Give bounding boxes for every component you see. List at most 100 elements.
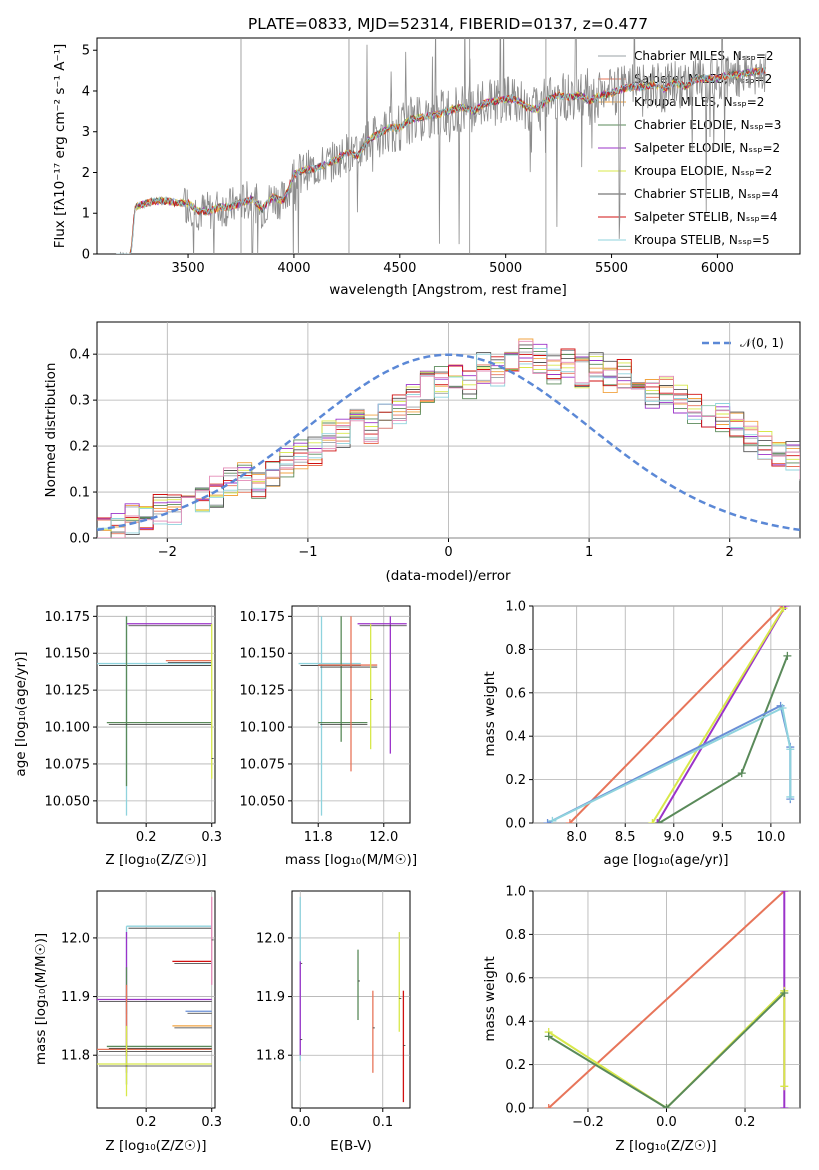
spectrum-xlabel: wavelength [Angstrom, rest frame] [329, 282, 567, 298]
spectrum-panel: wavelength [Angstrom, rest frame] Flux [… [52, 37, 801, 298]
weight-vs-age-marker [786, 792, 795, 801]
weight-vs-age-marker [543, 819, 552, 823]
mass-vs-Z-ytick-label: 11.9 [61, 990, 90, 1005]
weight-vs-Z-line [548, 891, 785, 1108]
normal-curve [97, 353, 800, 532]
legend-normal-label: 𝒩(0, 1) [740, 336, 784, 350]
weight-vs-age-ytick-label: 0.6 [505, 686, 526, 701]
residual-hist-step [97, 347, 800, 534]
weight-vs-age-marker [786, 745, 795, 754]
weight-vs-age-ytick-label: 0.8 [505, 643, 526, 658]
residuals-ytick-label: 0.3 [69, 394, 90, 409]
age-vs-Z-panel: Z [log₁₀(Z/Z☉)] age [log₁₀(age/yr)] [13, 605, 216, 868]
age-vs-mass-frame [291, 605, 411, 824]
residual-hist-step [97, 348, 800, 531]
spectrum-data-line [115, 38, 767, 254]
weight-vs-Z-marker [544, 1104, 553, 1108]
age-vs-mass-ytick-label: 10.150 [240, 647, 286, 662]
spectrum-ytick-label: 3 [82, 125, 90, 140]
spectrum-lines [115, 38, 767, 254]
mass-vs-ebv-ytick-label: 12.0 [256, 931, 285, 946]
residuals-ytick-label: 0.4 [69, 348, 90, 363]
residuals-xtick-label: −1 [298, 545, 317, 560]
chart-title: PLATE=0833, MJD=52314, FIBERID=0137, z=0… [248, 15, 648, 33]
weight-vs-age-line [569, 606, 784, 823]
weight-vs-Z-xtick-label: 0.2 [735, 1115, 756, 1130]
spectrum-legend-label: Chabrier MILES, Nₛₛₚ=2 [634, 49, 774, 63]
residuals-ytick-label: 0.2 [69, 440, 90, 455]
mass-vs-Z-xtick-label: 0.2 [136, 1115, 157, 1130]
spectrum-xtick-label: 3500 [172, 261, 205, 276]
weight-vs-age-line [651, 607, 785, 823]
mass-vs-ebv-xlabel: E(B-V) [330, 1138, 372, 1154]
weight-vs-Z-marker [544, 1032, 553, 1041]
residual-hist-step [97, 340, 800, 538]
residuals-xlabel: (data-model)/error [385, 568, 511, 584]
age-vs-Z-frame [96, 605, 216, 824]
weight-vs-age-xtick-label: 9.5 [712, 830, 733, 845]
weight-vs-age-ytick-label: 1.0 [505, 600, 526, 615]
age-vs-Z-errorbars [97, 616, 214, 816]
age-vs-Z-ytick-label: 10.050 [45, 794, 91, 809]
age-vs-Z-ytick-label: 10.100 [45, 721, 91, 736]
weight-vs-Z-xtick-label: −0.2 [572, 1115, 604, 1130]
weight-vs-age-marker [737, 769, 746, 778]
weight-vs-Z-xtick-label: 0.0 [656, 1115, 677, 1130]
spectrum-legend-label: Salpeter STELIB, Nₛₛₚ=4 [634, 210, 778, 224]
mass-vs-Z-ytick-label: 12.0 [61, 931, 90, 946]
mass-vs-Z-ylabel: mass [log₁₀(M/M☉)] [33, 933, 49, 1065]
weight-vs-age-xtick-label: 9.0 [663, 830, 684, 845]
age-vs-Z-ytick-label: 10.150 [45, 647, 91, 662]
age-vs-mass-ytick-label: 10.100 [240, 721, 286, 736]
age-vs-Z-ytick-label: 10.075 [45, 757, 91, 772]
weight-vs-age-marker [783, 651, 792, 660]
age-vs-mass-axes: 11.8 12.0 10.050 10.075 10.100 10.125 10.150 10… [240, 606, 410, 845]
residual-hist-step [97, 348, 800, 538]
weight-vs-age-line [658, 655, 789, 823]
age-vs-mass-ytick-label: 10.175 [240, 610, 286, 625]
age-vs-mass-ytick-label: 10.125 [240, 684, 286, 699]
mass-vs-Z-xlabel: Z [log₁₀(Z/Z☉)] [105, 1138, 206, 1154]
weight-vs-Z-panel: Z [log₁₀(Z/Z☉)] mass weight [482, 890, 801, 1154]
spectrum-ytick-label: 2 [82, 166, 90, 181]
residual-hist-step [97, 338, 800, 531]
spectrum-xtick-label: 4500 [383, 261, 416, 276]
weight-vs-age-xtick-label: 10.0 [756, 830, 785, 845]
spectrum-xtick-label: 4000 [277, 261, 310, 276]
weight-vs-age-xtick-label: 8.0 [566, 830, 587, 845]
mass-vs-ebv-xtick-label: 0.1 [372, 1115, 393, 1130]
residuals-xtick-label: −2 [158, 545, 177, 560]
residuals-xtick-label: 1 [585, 545, 593, 560]
age-vs-Z-ylabel: age [log₁₀(age/yr)] [13, 651, 29, 776]
mass-vs-ebv-xtick-label: 0.0 [290, 1115, 311, 1130]
weight-vs-Z-ytick-label: 0.0 [505, 1102, 526, 1117]
spectrum-legend-label: Kroupa MILES, Nₛₛₚ=2 [634, 95, 764, 109]
weight-vs-age-line [551, 706, 792, 822]
spectrum-xtick-label: 5000 [489, 261, 522, 276]
weight-vs-Z-line [548, 992, 785, 1108]
mass-vs-Z-errorbars [97, 896, 214, 1097]
age-vs-mass-errorbars [298, 616, 407, 816]
mass-vs-Z-ytick-label: 11.8 [61, 1049, 90, 1064]
residuals-ytick-label: 0.1 [69, 486, 90, 501]
mass-vs-ebv-ytick-label: 11.9 [256, 990, 285, 1005]
spectrum-model-line [116, 66, 766, 254]
weight-vs-age-marker [648, 819, 657, 823]
age-vs-Z-ytick-label: 10.175 [45, 610, 91, 625]
weight-vs-age-xtick-label: 8.5 [615, 830, 636, 845]
weight-vs-age-marker [653, 819, 662, 823]
weight-vs-age-lines [543, 606, 795, 823]
weight-vs-Z-ytick-label: 0.4 [505, 1015, 526, 1030]
weight-vs-age-ytick-label: 0.0 [505, 817, 526, 832]
mass-vs-ebv-ytick-label: 11.8 [256, 1049, 285, 1064]
residuals-ytick-label: 0.0 [69, 532, 90, 547]
age-vs-mass-ytick-label: 10.075 [240, 757, 286, 772]
age-vs-Z-ytick-label: 10.125 [45, 684, 91, 699]
spectrum-ytick-label: 4 [82, 84, 90, 99]
weight-vs-age-ytick-label: 0.4 [505, 730, 526, 745]
weight-vs-Z-xlabel: Z [log₁₀(Z/Z☉)] [615, 1138, 716, 1154]
spectrum-frame [96, 37, 801, 255]
age-vs-Z-xtick-label: 0.3 [201, 830, 222, 845]
age-vs-mass-xlabel: mass [log₁₀(M/M☉)] [285, 852, 417, 868]
